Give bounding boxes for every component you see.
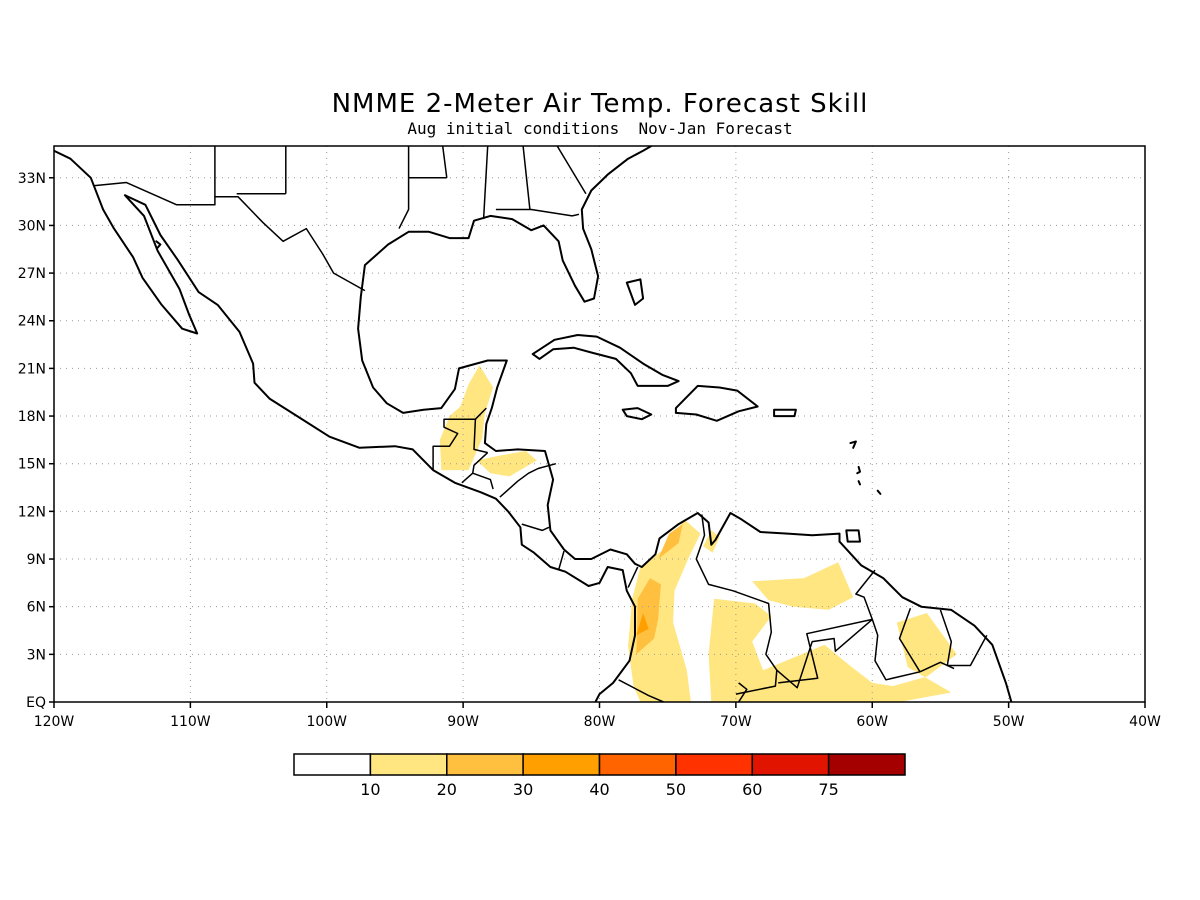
border-line-28: [737, 682, 748, 702]
lat-tick-label-1: 3N: [27, 647, 46, 663]
coastline-11: [857, 480, 861, 486]
skill-region-1: [476, 451, 537, 477]
coastline-3: [674, 384, 759, 422]
graticule-grid: [54, 146, 1145, 702]
colorbar-box-7: [827, 753, 906, 776]
border-line-23: [871, 619, 921, 681]
skill-colorbar: 10 20 30 40 50 60 75: [293, 753, 906, 799]
lat-tick-label-10: 30N: [18, 218, 46, 234]
border-line-8: [522, 146, 531, 210]
lat-tick-label-5: 15N: [18, 457, 46, 473]
colorbar-box-6: [751, 753, 830, 776]
lon-tick-label-6: 60W: [856, 714, 888, 730]
skill-region-0: [439, 365, 494, 471]
lon-tick-label-1: 110W: [170, 714, 211, 730]
coastline-8: [155, 240, 162, 249]
skill-region-3: [708, 598, 957, 702]
skill-region-2: [628, 519, 701, 702]
skill-shading-layer: [439, 365, 957, 702]
lat-tick-label-6: 18N: [18, 409, 46, 425]
lat-tick-label-8: 24N: [18, 314, 46, 330]
border-line-16: [499, 462, 557, 498]
border-line-14: [461, 452, 489, 484]
border-line-18: [557, 550, 565, 571]
colorbar-label-3: 40: [589, 780, 609, 799]
lon-tick-label-4: 80W: [584, 714, 616, 730]
colorbar-box-4: [598, 753, 677, 776]
colorbar-label-6: 75: [818, 780, 838, 799]
colorbar-label-4: 50: [666, 780, 686, 799]
lat-tick-label-2: 6N: [27, 600, 46, 616]
coastline-4: [621, 407, 653, 421]
coastline-10: [856, 465, 861, 475]
lat-tick-label-7: 21N: [18, 361, 46, 377]
colorbar-label-0: 10: [360, 780, 380, 799]
lat-tick-label-3: 9N: [27, 552, 46, 568]
border-line-21: [618, 679, 664, 702]
coastline-6: [845, 529, 861, 543]
border-line-15: [472, 472, 494, 490]
map-frame: [53, 145, 1146, 703]
map-title: NMME 2-Meter Air Temp. Forecast Skill: [332, 89, 869, 119]
border-line-12: [432, 418, 488, 471]
border-line-20: [695, 514, 778, 695]
skill-region-7: [658, 524, 683, 559]
coastline-1: [357, 146, 1013, 702]
border-line-11: [398, 177, 410, 229]
coastline-9: [849, 440, 857, 449]
coastline-5: [773, 408, 797, 418]
border-line-26: [919, 661, 955, 673]
coastline-12: [876, 489, 882, 495]
coastline-7: [625, 278, 645, 306]
skill-region-8: [636, 613, 649, 636]
lat-tick-label-11: 33N: [18, 171, 46, 187]
border-line-9: [495, 208, 580, 217]
lat-tick-label-0: EQ: [26, 695, 46, 711]
longitude-ticks: 120W 110W 100W 90W 80W 70W 60W 50W 40W: [34, 702, 1161, 730]
border-line-24: [898, 608, 921, 673]
border-line-17: [521, 523, 550, 532]
lon-tick-label-5: 70W: [720, 714, 752, 730]
lat-tick-label-4: 12N: [18, 504, 46, 520]
lon-tick-label-2: 100W: [306, 714, 347, 730]
border-line-19: [627, 566, 639, 588]
border-line-0: [93, 181, 366, 292]
colorbar-label-2: 30: [513, 780, 533, 799]
coastline-0: [54, 149, 636, 702]
colorbar-box-1: [369, 753, 448, 776]
colorbar-label-5: 60: [742, 780, 762, 799]
border-line-13: [474, 407, 487, 420]
border-line-27: [778, 618, 873, 684]
lon-tick-label-0: 120W: [34, 714, 75, 730]
lon-tick-label-7: 50W: [993, 714, 1025, 730]
skill-region-4: [752, 562, 854, 610]
latitude-ticks: EQ 3N 6N 9N 12N 15N 18N 21N 24N 27N 30N 33N: [18, 171, 54, 711]
border-line-10: [556, 146, 587, 195]
colorbar-box-2: [446, 753, 524, 776]
political-borders-layer: [93, 146, 988, 702]
skill-region-6: [636, 578, 661, 655]
border-line-7: [482, 146, 489, 220]
coastline-2: [531, 334, 680, 387]
coastlines-layer: [54, 146, 1013, 702]
colorbar-label-1: 20: [437, 780, 457, 799]
colorbar-box-3: [522, 753, 601, 776]
colorbar-box-0: [293, 753, 372, 776]
border-line-22: [776, 569, 876, 689]
border-line-6: [441, 146, 448, 178]
map-subtitle: Aug initial conditions Nov-Jan Forecast: [407, 119, 792, 138]
lon-tick-label-8: 40W: [1129, 714, 1161, 730]
lat-tick-label-9: 27N: [18, 266, 46, 282]
lon-tick-label-3: 90W: [447, 714, 479, 730]
colorbar-box-5: [675, 753, 754, 776]
